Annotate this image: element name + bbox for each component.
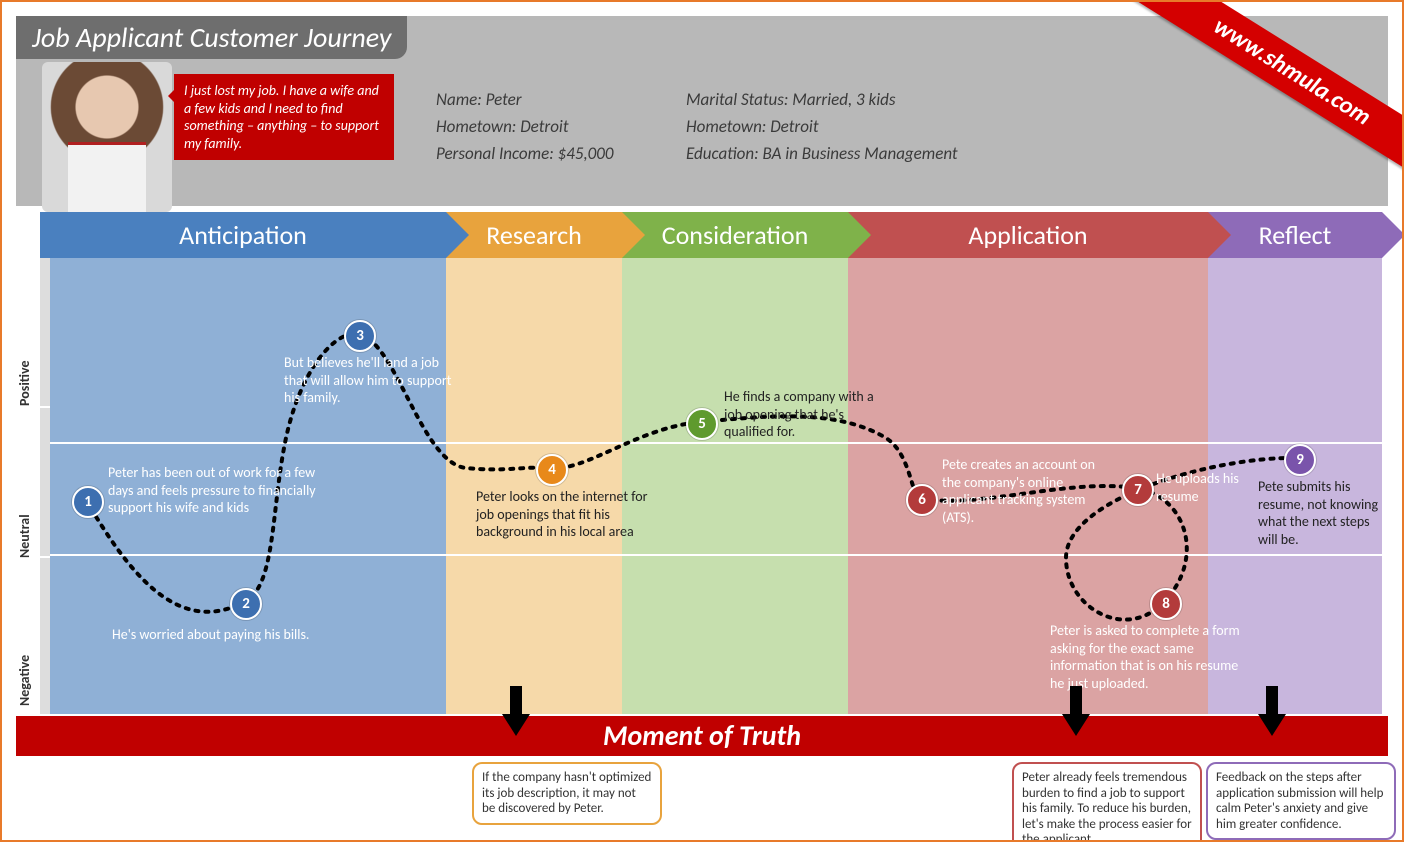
phase-column <box>622 258 848 714</box>
journey-node-1: 1 <box>72 486 104 518</box>
phase-consideration: Consideration <box>622 212 848 258</box>
header: Job Applicant Customer Journey I just lo… <box>16 16 1388 206</box>
journey-node-text: Peter looks on the internet for job open… <box>476 488 666 541</box>
journey-node-text: He finds a company with a job opening th… <box>724 388 874 441</box>
moment-of-truth-bar: Moment of Truth <box>16 716 1388 756</box>
journey-node-text: Pete submits his resume, not knowing wha… <box>1258 478 1388 548</box>
journey-node-6: 6 <box>906 484 938 516</box>
persona-details-right: Marital Status: Married, 3 kids Hometown… <box>686 86 958 168</box>
journey-node-5: 5 <box>686 408 718 440</box>
phase-header-row: AnticipationResearchConsiderationApplica… <box>16 212 1388 258</box>
journey-node-7: 7 <box>1122 474 1154 506</box>
persona-details-left: Name: Peter Hometown: Detroit Personal I… <box>436 86 614 168</box>
lanes: Positive Neutral Negative 1Peter has bee… <box>16 258 1388 714</box>
moment-callout: Feedback on the steps after application … <box>1206 762 1396 840</box>
moment-arrow <box>1258 714 1286 736</box>
lane-label-positive: Positive <box>16 380 33 406</box>
phase-application: Application <box>848 212 1208 258</box>
moment-arrow <box>502 714 530 736</box>
journey-node-text: Pete creates an account on the company's… <box>942 456 1112 526</box>
journey-node-9: 9 <box>1284 444 1316 476</box>
lane-label-neutral: Neutral <box>16 532 33 558</box>
lane-label-negative: Negative <box>16 680 33 706</box>
journey-node-text: Peter has been out of work for a few day… <box>108 464 338 517</box>
page-title: Job Applicant Customer Journey <box>16 16 407 59</box>
moment-callout: Peter already feels tremendous burden to… <box>1012 762 1202 842</box>
phase-reflect: Reflect <box>1208 212 1382 258</box>
journey-node-3: 3 <box>344 320 376 352</box>
persona-avatar <box>42 62 172 212</box>
persona-quote: I just lost my job. I have a wife and a … <box>174 74 394 160</box>
phase-column <box>446 258 622 714</box>
journey-node-2: 2 <box>230 588 262 620</box>
journey-node-text: Peter is asked to complete a form asking… <box>1050 622 1250 692</box>
journey-map: Job Applicant Customer Journey I just lo… <box>0 0 1404 842</box>
moment-arrow <box>1062 714 1090 736</box>
journey-node-text: He uploads his resume <box>1156 470 1246 505</box>
journey-node-text: But believes he'll land a job that will … <box>284 354 464 407</box>
journey-node-4: 4 <box>536 454 568 486</box>
phase-research: Research <box>446 212 622 258</box>
moment-callout: If the company hasn't optimized its job … <box>472 762 662 825</box>
phase-anticipation: Anticipation <box>40 212 446 258</box>
journey-node-text: He's worried about paying his bills. <box>112 626 352 644</box>
journey-node-8: 8 <box>1150 588 1182 620</box>
